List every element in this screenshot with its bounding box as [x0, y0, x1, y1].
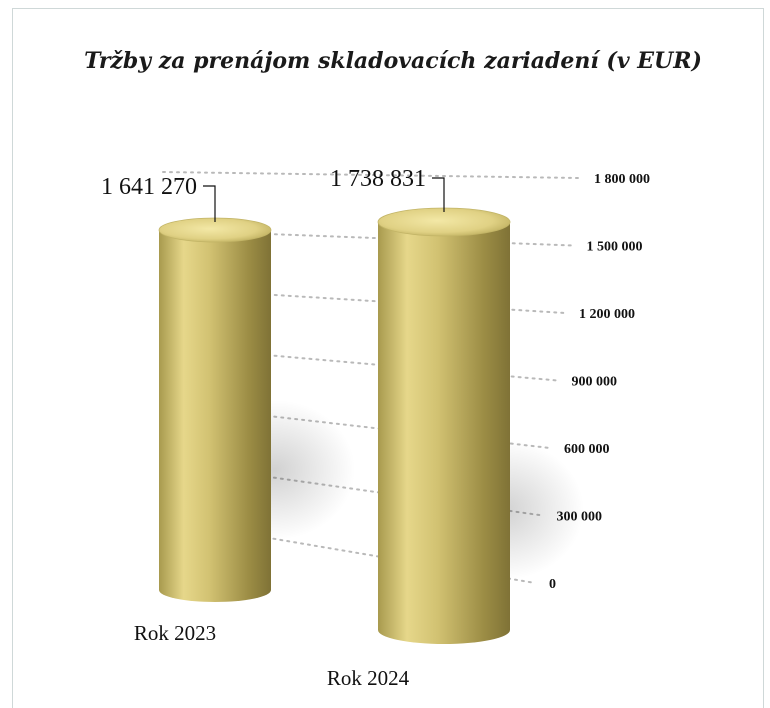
category-labels: Rok 2023 Rok 2024: [134, 621, 410, 690]
y-tick-label: 1 500 000: [587, 240, 643, 255]
data-label: 1 641 270: [101, 174, 197, 200]
bar: [378, 222, 510, 644]
data-label-leader: [203, 185, 216, 222]
data-label: 1 738 831: [330, 166, 426, 192]
bar-cap: [377, 207, 511, 237]
bars: [158, 207, 584, 644]
y-tick-label: 1 800 000: [594, 172, 650, 187]
bar: [159, 230, 271, 602]
y-tick-label: 600 000: [564, 442, 610, 457]
data-label-leader: [432, 177, 445, 212]
gridline: [162, 229, 574, 247]
category-label: Rok 2024: [327, 666, 410, 690]
y-tick-label: 1 200 000: [579, 307, 635, 322]
y-tick-label: 900 000: [572, 375, 618, 390]
chart-frame: [12, 8, 764, 708]
chart-title: Tržby za prenájom skladovacích zariadení…: [84, 48, 702, 74]
y-tick-label: 0: [549, 577, 556, 592]
data-labels: 1 641 270 1 738 831: [101, 166, 445, 222]
category-label: Rok 2023: [134, 621, 216, 645]
gridline: [162, 171, 581, 179]
